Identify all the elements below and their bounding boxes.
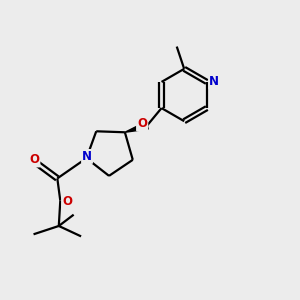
Text: N: N	[82, 150, 92, 163]
Polygon shape	[125, 122, 148, 132]
Text: N: N	[209, 75, 219, 88]
Text: O: O	[62, 195, 72, 208]
Text: O: O	[137, 117, 147, 130]
Text: O: O	[29, 154, 39, 166]
Text: O: O	[137, 117, 147, 130]
